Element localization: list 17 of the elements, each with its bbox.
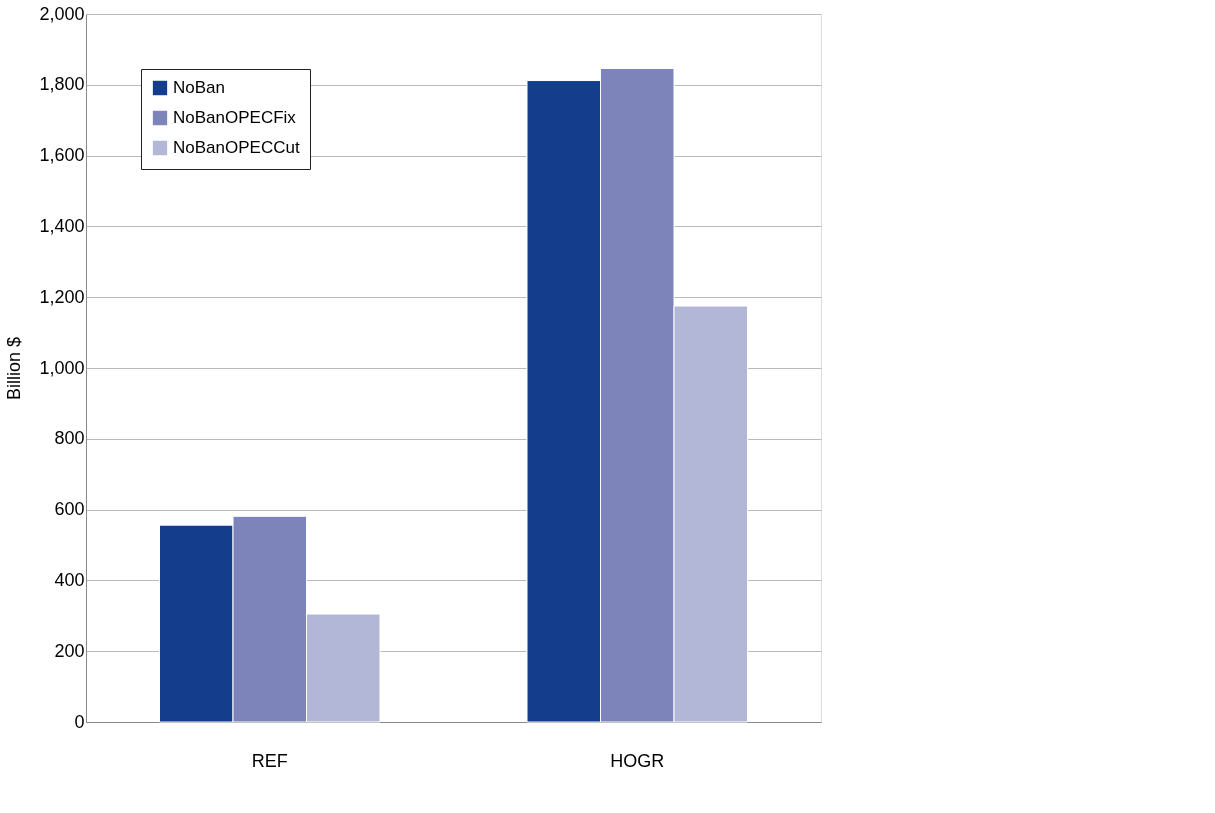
legend-label: NoBanOPECFix	[173, 108, 297, 127]
y-tick-label: 400	[54, 569, 85, 590]
y-tick-label: 200	[54, 640, 85, 661]
y-tick-label: 1,400	[39, 215, 85, 236]
legend-label: NoBan	[173, 78, 225, 97]
y-tick-label: 1,600	[39, 145, 85, 166]
y-axis-title: Billion $	[4, 336, 25, 401]
x-tick-label: REF	[251, 750, 288, 771]
y-tick-label: 1,000	[39, 357, 85, 378]
y-tick-label: 2,000	[39, 3, 85, 24]
x-tick-label: HOGR	[610, 750, 665, 771]
y-tick-label: 800	[54, 428, 85, 449]
y-tick-label: 600	[54, 499, 85, 520]
y-tick-label: 0	[74, 711, 85, 732]
y-tick-label: 1,200	[39, 286, 85, 307]
legend-label: NoBanOPECCut	[173, 138, 300, 157]
y-tick-label: 1,800	[39, 74, 85, 95]
